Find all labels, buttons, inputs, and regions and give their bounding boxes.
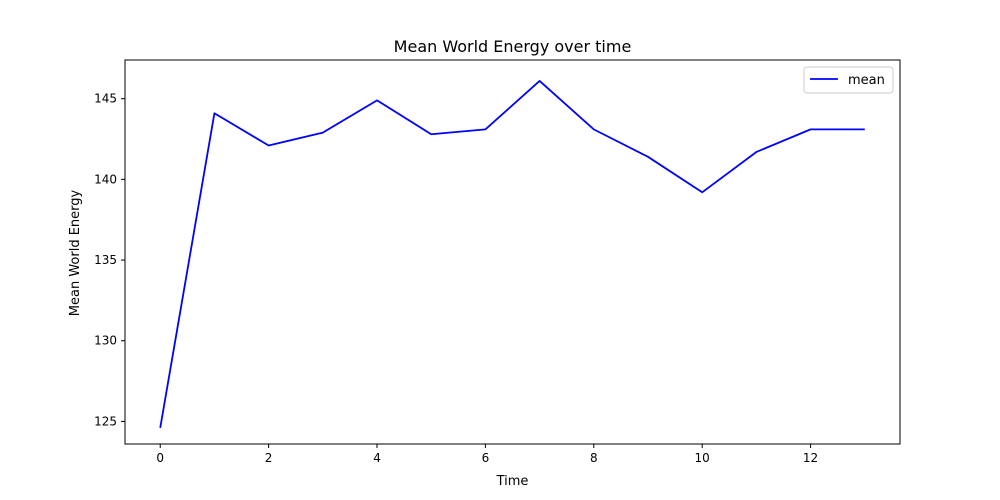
x-tick-label: 8 <box>590 451 598 465</box>
y-tick-label: 145 <box>94 92 117 106</box>
plot-frame <box>124 59 901 445</box>
x-tick-label: 0 <box>156 451 164 465</box>
x-tick-label: 10 <box>695 451 710 465</box>
legend-label-mean: mean <box>848 73 885 88</box>
series-layer <box>159 80 865 429</box>
x-tick-label: 6 <box>482 451 490 465</box>
x-tick-label: 2 <box>265 451 273 465</box>
y-tick-label: 135 <box>94 253 117 267</box>
x-axis-label: Time <box>496 474 529 489</box>
chart-title: Mean World Energy over time <box>394 37 632 56</box>
y-tick-label: 130 <box>94 334 117 348</box>
plot-area <box>124 59 901 445</box>
x-axis: 0 2 4 6 8 10 12 <box>156 444 818 465</box>
y-axis-label: Mean World Energy <box>68 189 83 316</box>
series-line-mean <box>159 80 865 429</box>
y-axis: 125 130 135 140 145 <box>94 92 125 428</box>
x-tick-label: 12 <box>803 451 818 465</box>
legend: mean <box>803 66 894 94</box>
legend-box <box>803 66 894 94</box>
y-tick-label: 140 <box>94 172 117 186</box>
x-tick-label: 4 <box>373 451 381 465</box>
y-tick-label: 125 <box>94 414 117 428</box>
